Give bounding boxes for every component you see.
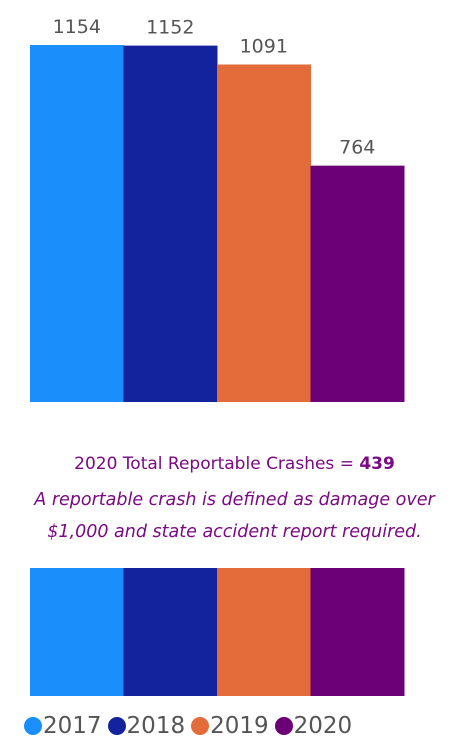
legend-item-2019: 2019 — [191, 713, 269, 739]
legend-label: 2017 — [43, 713, 102, 739]
legend-label: 2019 — [210, 713, 269, 739]
legend-label: 2018 — [126, 713, 186, 739]
strip-segment-2018 — [123, 568, 218, 696]
note-line-1: A reportable crash is defined as damage … — [34, 490, 435, 510]
bar-2019 — [217, 64, 311, 403]
summary-value: 439 — [359, 454, 395, 474]
summary-text: 2020 Total Reportable Crashes = — [74, 454, 360, 474]
strip-segment-2017 — [30, 568, 124, 696]
definition-note: A reportable crash is defined as damage … — [0, 484, 469, 548]
legend-dot-icon — [107, 717, 126, 735]
legend-dot-icon — [191, 717, 210, 735]
strip-segment-2020 — [310, 568, 405, 696]
note-line-2: $1,000 and state accident report require… — [47, 522, 422, 542]
value-label-2017: 1154 — [53, 16, 101, 38]
legend-item-2020: 2020 — [274, 713, 353, 739]
bar-chart: 1154 1152 1091 764 — [30, 16, 405, 403]
value-label-2018: 1152 — [146, 17, 194, 39]
strip-segment-2019 — [217, 568, 311, 696]
bar-2020 — [310, 165, 405, 402]
value-label-2019: 1091 — [240, 35, 288, 57]
total-crashes-summary: 2020 Total Reportable Crashes = 439 — [0, 452, 469, 476]
value-label-2020: 764 — [339, 137, 375, 159]
legend-dot-icon — [274, 717, 293, 735]
legend-dot-icon — [24, 717, 42, 735]
color-strip — [30, 568, 405, 696]
legend-item-2017: 2017 — [24, 713, 102, 739]
bar-2017 — [30, 45, 124, 402]
chart-legend: 2017 2018 2019 2020 — [24, 709, 358, 743]
legend-item-2018: 2018 — [107, 713, 186, 739]
legend-label: 2020 — [293, 713, 353, 739]
bar-2018 — [123, 45, 218, 403]
